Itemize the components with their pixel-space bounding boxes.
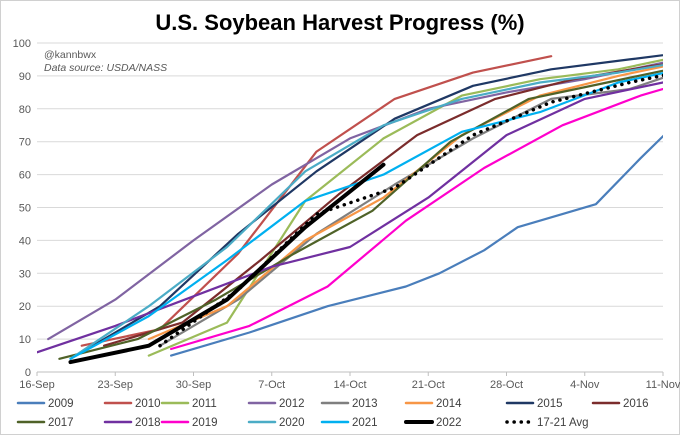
series-line-2015 [80, 54, 663, 354]
legend: 2009 2010 2011 2012 2013 2014 2015 2016 2017 2018… [16, 398, 649, 429]
legend-label: 2018 [135, 417, 161, 429]
x-tick-label: 23-Sep [98, 379, 133, 391]
series-line-2018 [37, 81, 663, 354]
y-tick-label: 0 [25, 367, 31, 379]
series-line-2017 [58, 69, 663, 360]
y-tick-label: 50 [19, 203, 31, 215]
legend-label: 2016 [623, 398, 649, 410]
series-line-2022 [68, 162, 386, 365]
x-tick-label: 4-Nov [570, 379, 600, 391]
series-line-2021 [69, 71, 663, 360]
y-tick-label: 70 [19, 137, 31, 149]
series-lines [37, 54, 663, 365]
series-line-2010 [80, 55, 553, 347]
legend-label: 2020 [279, 417, 305, 429]
y-tick-label: 20 [19, 301, 31, 313]
legend-label: 2019 [192, 417, 218, 429]
y-tick-label: 30 [19, 268, 31, 280]
x-tick-label: 16-Sep [19, 379, 54, 391]
legend-label: 17-21 Avg [537, 417, 589, 429]
legend-label: 2012 [279, 398, 305, 410]
legend-label: 2009 [48, 398, 74, 410]
series-line-2020 [69, 63, 663, 360]
legend-label: 2017 [48, 417, 74, 429]
y-tick-label: 80 [19, 104, 31, 116]
y-tick-label: 100 [13, 38, 31, 50]
legend-label: 2014 [436, 398, 462, 410]
series-line-2019 [170, 87, 663, 351]
series-line-2009 [170, 134, 663, 357]
y-tick-label: 60 [19, 170, 31, 182]
credit-text: @kannbwx [44, 49, 97, 61]
legend-label: 2021 [352, 417, 378, 429]
source-text: Data source: USDA/NASS [44, 62, 167, 74]
x-tick-label: 7-Oct [258, 379, 285, 391]
x-tick-label: 28-Oct [490, 379, 523, 391]
legend-label: 2010 [135, 398, 161, 410]
x-tick-label: 21-Oct [412, 379, 445, 391]
x-tick-label: 14-Oct [333, 379, 366, 391]
y-tick-label: 90 [19, 71, 31, 83]
y-axis-ticks: 0 10 20 30 40 50 60 70 80 90 100 [13, 38, 31, 379]
y-tick-label: 10 [19, 334, 31, 346]
x-tick-label: 30-Sep [176, 379, 211, 391]
legend-label: 2013 [352, 398, 378, 410]
legend-label: 2015 [537, 398, 563, 410]
legend-label: 2022 [436, 417, 462, 429]
chart-title: U.S. Soybean Harvest Progress (%) [155, 10, 524, 35]
x-axis-ticks: 16-Sep 23-Sep 30-Sep 7-Oct 14-Oct 21-Oct 28-Oc… [19, 372, 680, 391]
series-line-2012 [47, 61, 663, 341]
series-line-2013 [158, 76, 663, 347]
legend-label: 2011 [192, 398, 217, 410]
x-tick-label: 11-Nov [646, 379, 680, 391]
series-line-2011 [147, 58, 663, 357]
y-tick-label: 40 [19, 235, 31, 247]
